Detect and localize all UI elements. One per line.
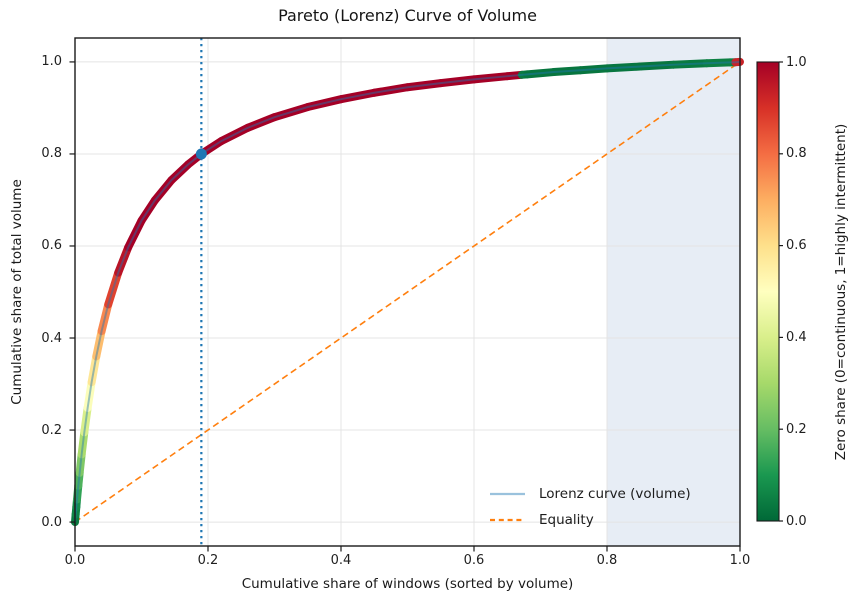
legend-item-equality: Equality [489, 511, 594, 529]
x-tick-label: 0.2 [197, 553, 219, 568]
equality-line-sample-icon [490, 518, 525, 522]
y-tick-label: 0.2 [41, 422, 62, 438]
chart-title: Pareto (Lorenz) Curve of Volume [278, 6, 537, 25]
colorbar-gradient [756, 61, 780, 522]
axes-frame [74, 37, 741, 547]
legend-label-lorenz: Lorenz curve (volume) [539, 486, 691, 502]
lorenz-line-sample-icon [490, 492, 525, 496]
pareto-marker [195, 148, 207, 160]
y-tick-label: 0.4 [41, 330, 62, 346]
legend-label-equality: Equality [539, 512, 594, 528]
lorenz-curve-line [74, 60, 741, 523]
x-tick-label: 1.0 [729, 553, 751, 568]
x-tick-label: 0.6 [463, 553, 485, 568]
colorbar-tick-label: 0.2 [786, 421, 807, 437]
shaded-region [607, 38, 740, 546]
equality-line [74, 61, 741, 523]
colorbar-label: Zero share (0=continuous, 1=highly inter… [833, 123, 849, 461]
y-tick-label: 0.6 [41, 238, 62, 254]
x-axis-label: Cumulative share of windows (sorted by v… [241, 576, 574, 592]
y-tick-label: 1.0 [41, 54, 62, 70]
colorbar-tick-label: 0.6 [786, 238, 807, 254]
y-axis-label: Cumulative share of total volume [9, 179, 25, 405]
tick-marks [69, 61, 783, 552]
x-tick-label: 0.4 [330, 553, 352, 568]
legend-item-lorenz: Lorenz curve (volume) [489, 485, 691, 503]
colorbar-tick-label: 0.0 [786, 513, 807, 529]
y-tick-label: 0.8 [41, 146, 62, 162]
colorbar-tick-label: 1.0 [786, 54, 807, 70]
x-tick-label: 0.0 [64, 553, 86, 568]
colorbar-tick-label: 0.4 [786, 329, 807, 345]
colorbar-tick-label: 0.8 [786, 146, 807, 162]
x-tick-label: 0.8 [596, 553, 618, 568]
y-tick-label: 0.0 [41, 514, 62, 530]
